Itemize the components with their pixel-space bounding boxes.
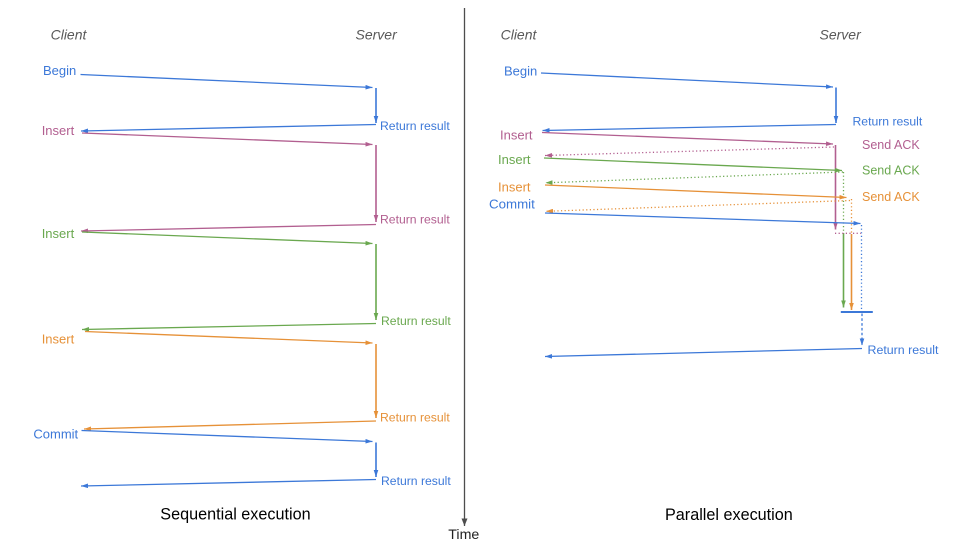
svg-text:Return result: Return result bbox=[380, 119, 450, 133]
svg-text:Insert: Insert bbox=[498, 152, 531, 167]
svg-text:Return result: Return result bbox=[380, 213, 450, 227]
svg-text:Return result: Return result bbox=[380, 411, 450, 425]
svg-text:Commit: Commit bbox=[489, 197, 535, 212]
svg-text:Send ACK: Send ACK bbox=[862, 190, 920, 204]
svg-text:Send ACK: Send ACK bbox=[862, 164, 920, 178]
svg-text:Client: Client bbox=[51, 26, 88, 42]
svg-text:Client: Client bbox=[501, 26, 538, 42]
svg-text:Server: Server bbox=[820, 26, 863, 42]
svg-text:Server: Server bbox=[356, 26, 399, 42]
svg-text:Begin: Begin bbox=[43, 63, 76, 78]
svg-text:Insert: Insert bbox=[498, 180, 531, 195]
svg-text:Insert: Insert bbox=[500, 128, 533, 143]
svg-text:Parallel execution: Parallel execution bbox=[665, 506, 793, 524]
svg-text:Send ACK: Send ACK bbox=[862, 138, 920, 152]
svg-text:Commit: Commit bbox=[33, 427, 78, 442]
svg-text:Return result: Return result bbox=[868, 343, 939, 357]
svg-text:Sequential execution: Sequential execution bbox=[160, 506, 310, 524]
svg-text:Insert: Insert bbox=[42, 226, 75, 241]
svg-text:Return result: Return result bbox=[853, 115, 923, 129]
svg-text:Return result: Return result bbox=[381, 314, 451, 328]
svg-text:Insert: Insert bbox=[42, 331, 75, 346]
svg-text:Time: Time bbox=[448, 527, 479, 540]
svg-text:Return result: Return result bbox=[381, 474, 451, 488]
svg-text:Insert: Insert bbox=[42, 123, 75, 138]
svg-text:Begin: Begin bbox=[504, 64, 537, 79]
